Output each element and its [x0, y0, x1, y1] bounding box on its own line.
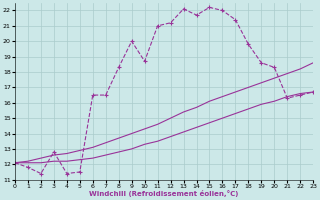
X-axis label: Windchill (Refroidissement éolien,°C): Windchill (Refroidissement éolien,°C)	[89, 190, 239, 197]
